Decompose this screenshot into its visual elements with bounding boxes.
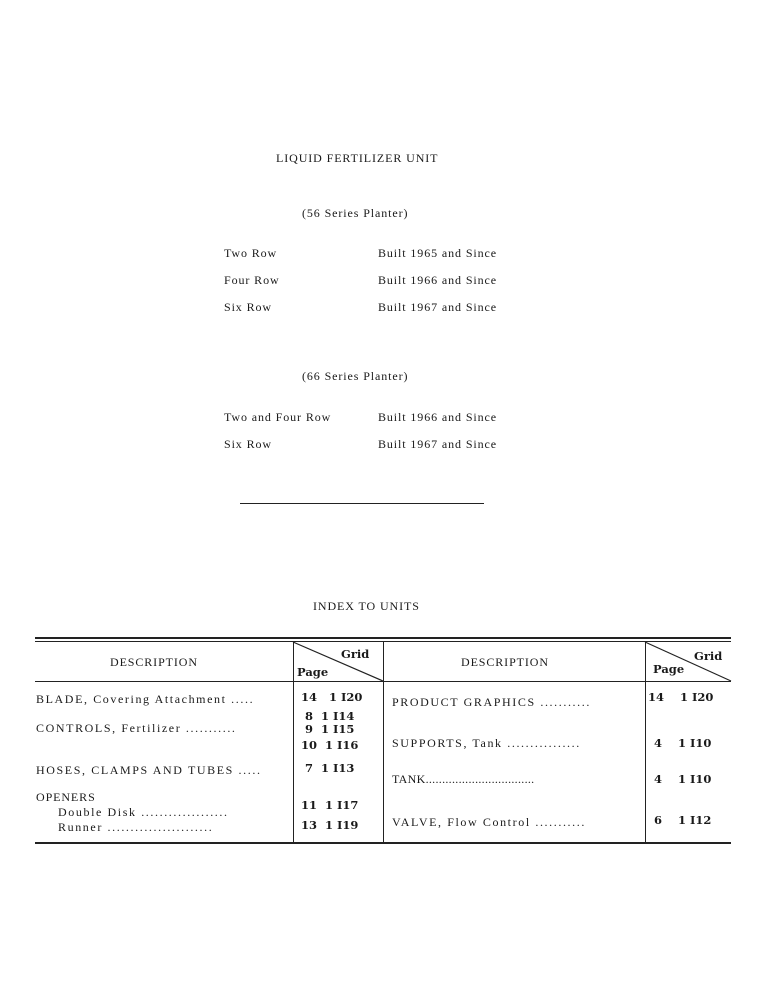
index-entry: CONTROLS, Fertilizer ........... [36, 721, 237, 735]
index-entry: TANK................................. [392, 772, 535, 786]
index-title: INDEX TO UNITS [313, 599, 420, 613]
index-ref: 7 1 I13 [301, 761, 355, 775]
column-rule [645, 642, 646, 842]
series66-row-label: Six Row [224, 437, 272, 451]
series56-row-label: Six Row [224, 300, 272, 314]
index-ref: 11 1 I17 [301, 798, 359, 812]
column-rule [293, 642, 294, 842]
index-entry: OPENERS [36, 790, 96, 804]
index-ref: 8 1 I14 [301, 709, 355, 723]
index-ref: 10 1 I16 [301, 738, 359, 752]
index-ref: 4 1 I10 [654, 736, 712, 750]
document-title: LIQUID FERTILIZER UNIT [276, 151, 439, 165]
series56-row-label: Four Row [224, 273, 280, 287]
table-top-rule [35, 637, 731, 639]
series66-row-built: Built 1966 and Since [378, 410, 497, 424]
header-page: Page [653, 662, 685, 676]
series56-row-built: Built 1966 and Since [378, 273, 497, 287]
divider [240, 503, 484, 504]
index-ref: 14 1 I20 [648, 690, 714, 704]
index-ref: 13 1 I19 [301, 818, 359, 832]
table-top-rule [35, 641, 731, 642]
index-entry: HOSES, CLAMPS AND TUBES ..... [36, 763, 262, 777]
series56-heading: (56 Series Planter) [302, 206, 409, 220]
index-ref: 9 1 I15 [301, 722, 355, 736]
series66-row-label: Two and Four Row [224, 410, 332, 424]
series56-row-built: Built 1965 and Since [378, 246, 497, 260]
series56-row-built: Built 1967 and Since [378, 300, 497, 314]
index-ref: 14 1 I20 [301, 690, 363, 704]
series66-heading: (66 Series Planter) [302, 369, 409, 383]
header-grid: Grid [341, 647, 370, 661]
index-ref: 4 1 I10 [654, 772, 712, 786]
header-grid: Grid [694, 649, 723, 663]
index-entry: PRODUCT GRAPHICS ........... [392, 695, 591, 709]
index-ref: 6 1 I12 [654, 813, 712, 827]
header-page: Page [297, 665, 329, 679]
index-subentry: Double Disk ................... [58, 805, 229, 819]
index-entry: SUPPORTS, Tank ................ [392, 736, 581, 750]
header-description: DESCRIPTION [461, 655, 549, 669]
series56-row-label: Two Row [224, 246, 278, 260]
header-description: DESCRIPTION [110, 655, 198, 669]
index-entry: VALVE, Flow Control ........... [392, 815, 586, 829]
index-entry: BLADE, Covering Attachment ..... [36, 692, 255, 706]
column-rule [383, 642, 384, 842]
series66-row-built: Built 1967 and Since [378, 437, 497, 451]
index-subentry: Runner ....................... [58, 820, 214, 834]
table-bottom-rule [35, 842, 731, 844]
